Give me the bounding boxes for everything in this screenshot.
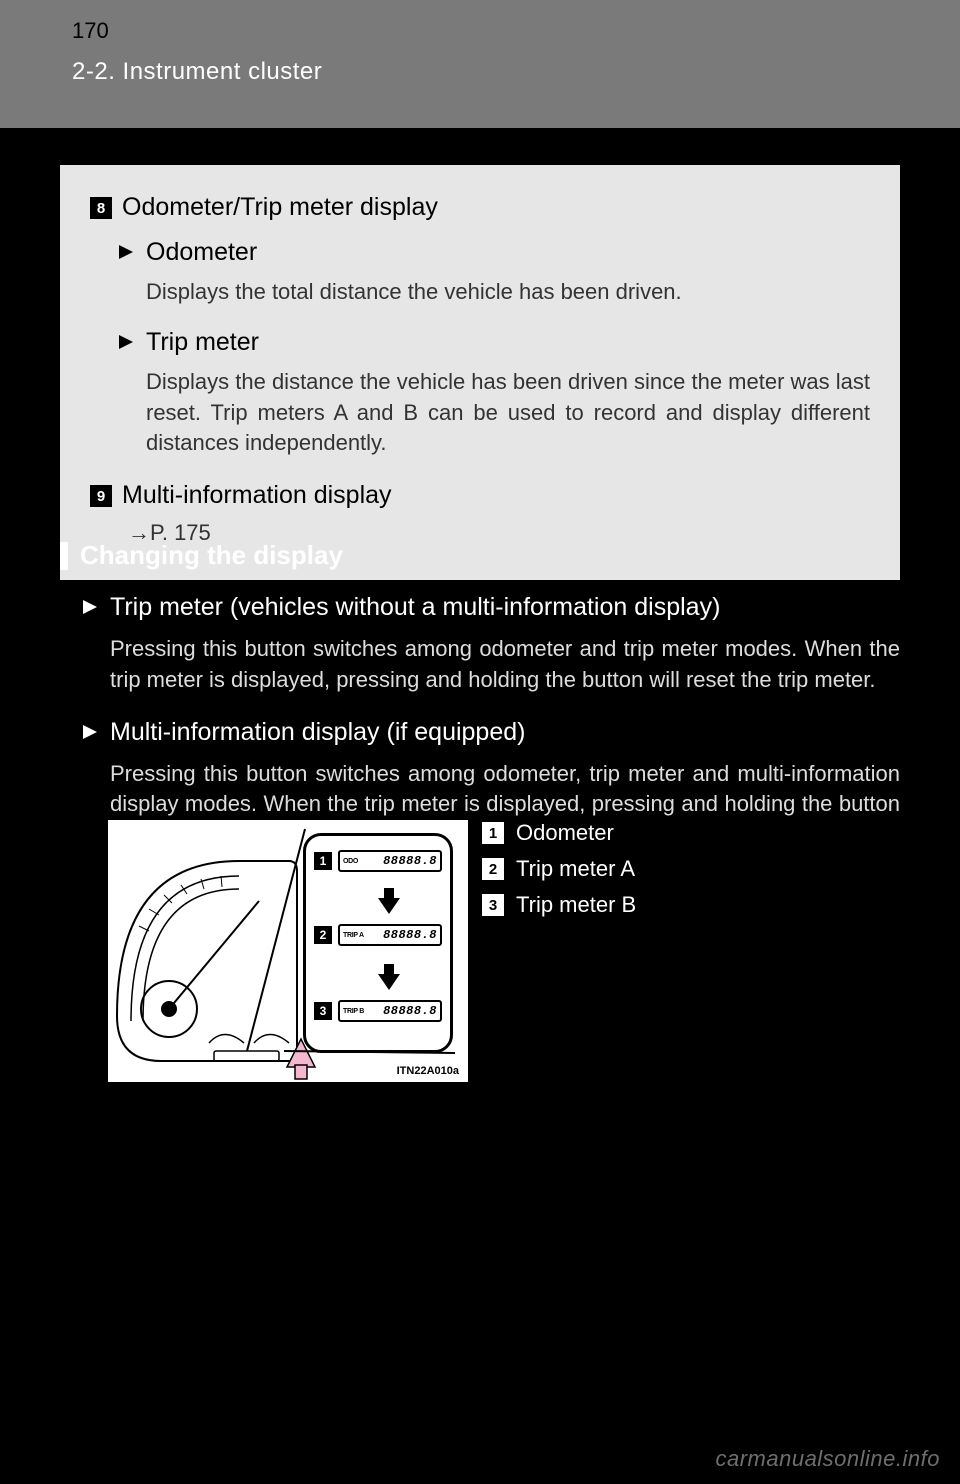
subsection-1-body: Pressing this button switches among odom… <box>110 634 900 696</box>
odometer-figure: 1 ODO 88888.8 2 TRIP A 88888.8 <box>108 820 468 1082</box>
tripa-label: TRIP A <box>343 932 364 939</box>
legend-row-3: 3 Trip meter B <box>482 892 636 918</box>
legend-number-2-icon: 2 <box>482 858 504 880</box>
item-8-row: 8 Odometer/Trip meter display <box>90 193 870 222</box>
sequence-arrow-icon <box>378 898 400 914</box>
section-header: 2-2. Instrument cluster <box>72 58 322 86</box>
bullet-arrow-icon <box>118 334 136 355</box>
page: 170 2-2. Instrument cluster 8 Odometer/T… <box>0 0 960 1484</box>
tripa-lcd: TRIP A 88888.8 <box>338 924 442 946</box>
header-band: 170 2-2. Instrument cluster <box>0 0 960 128</box>
display-callout: 1 ODO 88888.8 2 TRIP A 88888.8 <box>303 833 453 1053</box>
callout-number-3-icon: 3 <box>314 1002 332 1020</box>
tripmeter-subrow: Trip meter <box>118 328 870 357</box>
section-bar-icon <box>60 542 68 570</box>
bullet-arrow-icon <box>118 244 136 265</box>
odometer-subrow: Odometer <box>118 238 870 267</box>
tripb-lcd: TRIP B 88888.8 <box>338 1000 442 1022</box>
legend-number-1-icon: 1 <box>482 822 504 844</box>
section-title-row: Changing the display <box>60 540 900 571</box>
legend-row-1: 1 Odometer <box>482 820 636 846</box>
legend-row-2: 2 Trip meter A <box>482 856 636 882</box>
figure-code: ITN22A010a <box>397 1065 459 1077</box>
legend-text-2: Trip meter A <box>516 856 635 882</box>
item-9-title: Multi-information display <box>122 481 392 510</box>
definition-box: 8 Odometer/Trip meter display Odometer D… <box>60 165 900 580</box>
item-9-row: 9 Multi-information display <box>90 481 870 510</box>
sequence-arrow-icon <box>378 974 400 990</box>
callout-number-1-icon: 1 <box>314 852 332 870</box>
odo-digits: 88888.8 <box>383 854 437 868</box>
legend-text-3: Trip meter B <box>516 892 636 918</box>
legend-number-3-icon: 3 <box>482 894 504 916</box>
item-8-title: Odometer/Trip meter display <box>122 193 438 222</box>
odo-lcd: ODO 88888.8 <box>338 850 442 872</box>
odometer-subtitle: Odometer <box>146 238 257 267</box>
display-row-2: 2 TRIP A 88888.8 <box>314 924 442 946</box>
bullet-arrow-icon <box>82 599 100 620</box>
section-title: Changing the display <box>80 540 343 571</box>
odo-label: ODO <box>343 858 358 865</box>
tripa-digits: 88888.8 <box>383 928 437 942</box>
subsection-2: Multi-information display (if equipped) <box>82 718 900 747</box>
subsection-1-title: Trip meter (vehicles without a multi-inf… <box>110 593 720 622</box>
subsection-1: Trip meter (vehicles without a multi-inf… <box>82 593 900 622</box>
figure-area: 1 ODO 88888.8 2 TRIP A 88888.8 <box>108 820 636 1082</box>
figure-legend: 1 Odometer 2 Trip meter A 3 Trip meter B <box>482 820 636 928</box>
subsection-2-title: Multi-information display (if equipped) <box>110 718 525 747</box>
tripb-digits: 88888.8 <box>383 1004 437 1018</box>
page-number: 170 <box>72 18 109 44</box>
display-row-3: 3 TRIP B 88888.8 <box>314 1000 442 1022</box>
number-9-icon: 9 <box>90 485 112 507</box>
legend-text-1: Odometer <box>516 820 614 846</box>
changing-display-section: Changing the display Trip meter (vehicle… <box>60 540 900 851</box>
number-8-icon: 8 <box>90 197 112 219</box>
tripb-label: TRIP B <box>343 1008 364 1015</box>
odometer-body: Displays the total distance the vehicle … <box>146 277 870 308</box>
watermark: carmanualsonline.info <box>715 1446 940 1472</box>
callout-number-2-icon: 2 <box>314 926 332 944</box>
display-row-1: 1 ODO 88888.8 <box>314 850 442 872</box>
tripmeter-subtitle: Trip meter <box>146 328 259 357</box>
tripmeter-body: Displays the distance the vehicle has be… <box>146 367 870 459</box>
bullet-arrow-icon <box>82 724 100 745</box>
